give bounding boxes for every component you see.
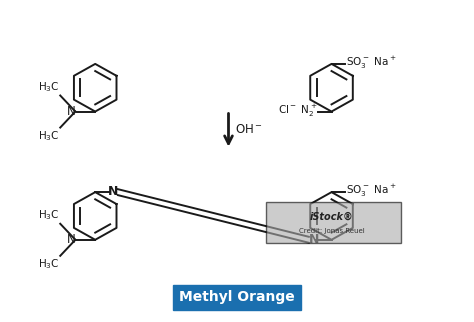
Text: N: N: [108, 185, 118, 198]
Text: H$_3$C: H$_3$C: [38, 129, 59, 143]
Text: Methyl Orange: Methyl Orange: [179, 290, 295, 305]
Text: SO$_3^-$ Na$^+$: SO$_3^-$ Na$^+$: [346, 55, 396, 71]
Text: N: N: [67, 105, 75, 118]
Text: H$_3$C: H$_3$C: [38, 209, 59, 223]
Text: H$_3$C: H$_3$C: [38, 257, 59, 271]
Text: N: N: [67, 233, 75, 246]
Text: N: N: [309, 233, 319, 246]
Text: OH$^-$: OH$^-$: [235, 123, 263, 136]
Text: H$_3$C: H$_3$C: [38, 80, 59, 94]
Text: iStock®: iStock®: [310, 212, 354, 222]
Text: SO$_3^-$ Na$^+$: SO$_3^-$ Na$^+$: [346, 183, 396, 199]
Text: Cl$^-$ N$_2^+$: Cl$^-$ N$_2^+$: [278, 103, 318, 119]
FancyBboxPatch shape: [266, 202, 401, 242]
Text: Credit: Jonas Reuel: Credit: Jonas Reuel: [299, 228, 365, 234]
